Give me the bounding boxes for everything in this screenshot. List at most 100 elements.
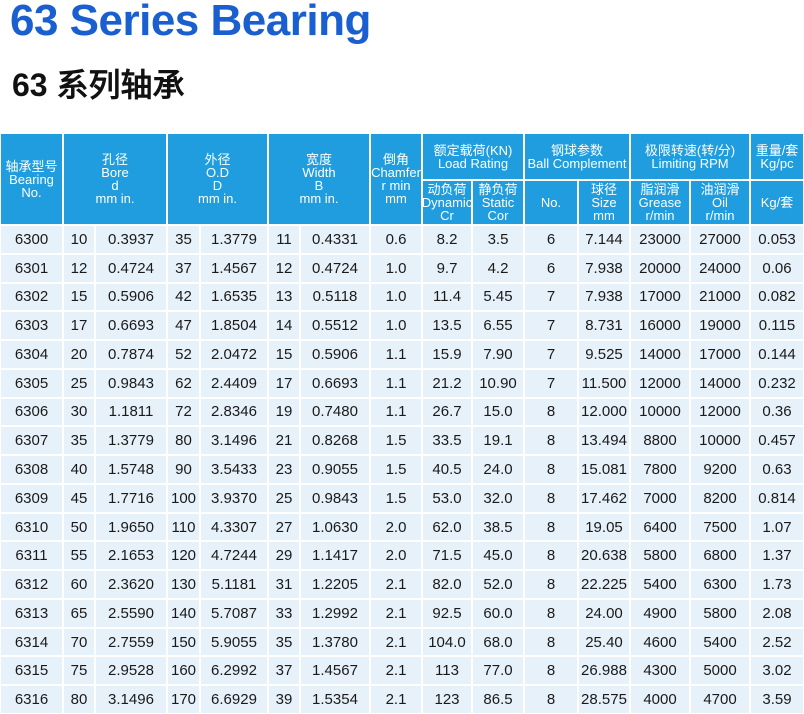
table-cell: 11.500 — [578, 368, 630, 398]
table-cell: 7 — [524, 282, 578, 312]
table-cell: 0.9055 — [300, 455, 370, 484]
table-cell: 8200 — [690, 483, 750, 513]
table-cell: 7500 — [690, 512, 750, 542]
table-cell: 9200 — [690, 455, 750, 484]
table-cell: 24.00 — [578, 598, 630, 628]
table-cell: 75 — [63, 656, 95, 686]
table-cell: 8.2 — [422, 225, 472, 254]
table-cell: 19000 — [690, 311, 750, 341]
header-text: 脂润滑 — [640, 182, 680, 197]
table-cell: 0.232 — [750, 368, 804, 398]
table-cell: 8 — [524, 397, 578, 427]
table-cell: 0.5118 — [300, 282, 370, 312]
table-cell: 1.5 — [370, 455, 422, 484]
table-cell: 6302 — [0, 282, 63, 312]
table-cell: 5400 — [630, 570, 690, 599]
table-cell: 72 — [167, 397, 200, 427]
table-cell: 6313 — [0, 598, 63, 628]
table-cell: 5800 — [630, 541, 690, 571]
table-cell: 2.08 — [750, 598, 804, 628]
table-cell: 7 — [524, 311, 578, 341]
table-cell: 1.0630 — [300, 512, 370, 542]
group-header: 倒角 Chamfer r min mm — [370, 133, 422, 225]
header-text: mm in. — [95, 191, 135, 206]
table-cell: 6312 — [0, 570, 63, 599]
table-cell: 1.5748 — [95, 455, 167, 484]
group-header: 额定载荷(KN) Load Rating — [422, 133, 524, 180]
table-cell: 1.1 — [370, 397, 422, 427]
table-cell: 7 — [524, 368, 578, 398]
sub-header: 球径 Size mm — [578, 180, 630, 225]
table-cell: 1.1417 — [300, 541, 370, 571]
table-cell: 6307 — [0, 426, 63, 456]
header-text: No. — [540, 195, 562, 210]
table-cell: 3.02 — [750, 656, 804, 686]
table-cell: 1.3779 — [200, 225, 268, 254]
table-cell: 2.1 — [370, 598, 422, 628]
table-cell: 68.0 — [472, 627, 524, 657]
table-cell: 35 — [268, 627, 300, 657]
header-text: 轴承型号 — [5, 158, 58, 174]
table-cell: 3.1496 — [200, 426, 268, 456]
table-cell: 170 — [167, 685, 200, 714]
table-cell: 6800 — [690, 541, 750, 571]
table-cell: 1.3779 — [95, 426, 167, 456]
table-cell: 6304 — [0, 340, 63, 369]
table-cell: 10 — [63, 225, 95, 254]
table-cell: 17.462 — [578, 483, 630, 513]
table-cell: 26.988 — [578, 656, 630, 686]
table-cell: 1.0 — [370, 311, 422, 341]
table-cell: 23 — [268, 455, 300, 484]
table-cell: 5.7087 — [200, 598, 268, 628]
table-cell: 50 — [63, 512, 95, 542]
table-cell: 1.1811 — [95, 397, 167, 427]
table-cell: 92.5 — [422, 598, 472, 628]
table-cell: 53.0 — [422, 483, 472, 513]
header-text: Dynamic — [422, 195, 472, 210]
table-cell: 17000 — [690, 340, 750, 369]
table-cell: 6310 — [0, 512, 63, 542]
table-cell: 26.7 — [422, 397, 472, 427]
table-cell: 3.9370 — [200, 483, 268, 513]
table-cell: 2.5590 — [95, 598, 167, 628]
group-header: 极限转速(转/分) Limiting RPM — [630, 133, 750, 180]
table-cell: 113 — [422, 656, 472, 686]
table-cell: 0.053 — [750, 225, 804, 254]
table-cell: 1.37 — [750, 541, 804, 571]
header-text: 孔径 — [101, 152, 128, 167]
table-cell: 15.9 — [422, 340, 472, 369]
table-cell: 7.938 — [578, 253, 630, 283]
table-cell: 1.7716 — [95, 483, 167, 513]
table-cell: 6305 — [0, 368, 63, 398]
header-text: No. — [21, 184, 42, 200]
table-cell: 82.0 — [422, 570, 472, 599]
table-cell: 62 — [167, 368, 200, 398]
header-text: Cor — [487, 208, 509, 223]
table-cell: 0.63 — [750, 455, 804, 484]
table-cell: 35 — [167, 225, 200, 254]
table-cell: 40.5 — [422, 455, 472, 484]
table-cell: 123 — [422, 685, 472, 714]
table-cell: 1.9650 — [95, 512, 167, 542]
table-cell: 6314 — [0, 627, 63, 657]
table-cell: 22.225 — [578, 570, 630, 599]
table-cell: 38.5 — [472, 512, 524, 542]
table-cell: 7000 — [630, 483, 690, 513]
table-cell: 0.5512 — [300, 311, 370, 341]
table-cell: 1.4567 — [200, 253, 268, 283]
table-cell: 1.8504 — [200, 311, 268, 341]
table-cell: 6308 — [0, 455, 63, 484]
table-cell: 1.2205 — [300, 570, 370, 599]
table-cell: 2.0 — [370, 541, 422, 571]
header-text: Width — [302, 165, 336, 180]
header-text: 动负荷 — [427, 182, 467, 197]
table-cell: 5000 — [690, 656, 750, 686]
header-text: Kg/pc — [760, 155, 794, 171]
table-cell: 20.638 — [578, 541, 630, 571]
table-cell: 4.2 — [472, 253, 524, 283]
table-cell: 32.0 — [472, 483, 524, 513]
table-cell: 6 — [524, 225, 578, 254]
table-cell: 8 — [524, 627, 578, 657]
